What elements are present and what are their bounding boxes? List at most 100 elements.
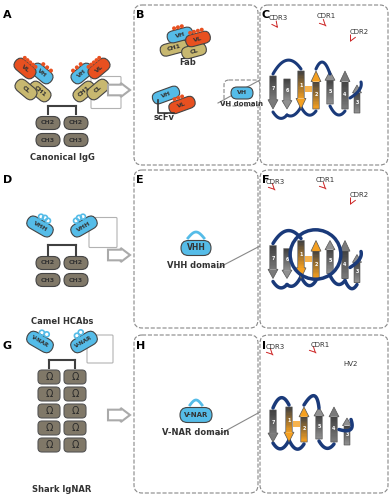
Polygon shape <box>298 86 304 88</box>
Text: C: C <box>262 10 270 20</box>
Polygon shape <box>327 103 333 104</box>
Text: D: D <box>3 175 12 185</box>
FancyBboxPatch shape <box>31 63 53 84</box>
Polygon shape <box>298 93 304 94</box>
Polygon shape <box>311 240 321 251</box>
Polygon shape <box>270 249 276 250</box>
Polygon shape <box>331 420 337 422</box>
Polygon shape <box>342 268 348 269</box>
Polygon shape <box>286 430 292 431</box>
Polygon shape <box>270 95 276 96</box>
Polygon shape <box>284 82 290 84</box>
Polygon shape <box>316 420 322 422</box>
Polygon shape <box>344 436 350 437</box>
Polygon shape <box>301 420 307 422</box>
Polygon shape <box>327 265 333 266</box>
Polygon shape <box>286 414 292 416</box>
Polygon shape <box>284 248 290 250</box>
Ellipse shape <box>192 30 196 34</box>
Polygon shape <box>313 270 319 272</box>
Polygon shape <box>344 437 350 438</box>
Polygon shape <box>316 436 322 438</box>
Polygon shape <box>354 98 360 99</box>
Polygon shape <box>313 251 319 252</box>
FancyBboxPatch shape <box>64 116 88 130</box>
Text: Ω: Ω <box>45 389 53 399</box>
Polygon shape <box>270 248 276 249</box>
Polygon shape <box>327 257 333 258</box>
Polygon shape <box>313 256 319 258</box>
Polygon shape <box>270 255 276 256</box>
Polygon shape <box>286 412 292 414</box>
Text: VL: VL <box>193 36 203 43</box>
FancyBboxPatch shape <box>134 335 258 493</box>
FancyBboxPatch shape <box>73 81 95 102</box>
Polygon shape <box>354 103 360 104</box>
Polygon shape <box>286 428 292 430</box>
Polygon shape <box>270 412 276 414</box>
Polygon shape <box>342 101 348 102</box>
Polygon shape <box>298 79 304 80</box>
Polygon shape <box>344 440 350 441</box>
Polygon shape <box>354 264 360 266</box>
Polygon shape <box>286 407 292 408</box>
Polygon shape <box>342 102 348 104</box>
Text: VHH: VHH <box>76 220 92 232</box>
Polygon shape <box>342 255 348 256</box>
Polygon shape <box>293 420 300 426</box>
Polygon shape <box>284 79 290 80</box>
Polygon shape <box>270 86 276 88</box>
FancyBboxPatch shape <box>29 81 51 102</box>
Polygon shape <box>284 81 290 82</box>
Polygon shape <box>270 256 276 258</box>
Polygon shape <box>331 422 337 423</box>
Text: 3: 3 <box>345 432 349 437</box>
Ellipse shape <box>180 24 184 28</box>
Text: 2: 2 <box>314 92 318 97</box>
Text: Ω: Ω <box>71 440 79 450</box>
FancyBboxPatch shape <box>64 421 86 435</box>
Ellipse shape <box>71 68 75 72</box>
Ellipse shape <box>33 65 37 69</box>
Polygon shape <box>298 94 304 96</box>
Polygon shape <box>298 252 304 253</box>
Polygon shape <box>331 432 337 433</box>
Polygon shape <box>313 255 319 256</box>
Polygon shape <box>270 268 276 270</box>
Polygon shape <box>284 253 290 254</box>
FancyBboxPatch shape <box>26 331 53 353</box>
Polygon shape <box>284 96 290 98</box>
FancyBboxPatch shape <box>36 134 60 146</box>
Polygon shape <box>342 94 348 96</box>
Text: VH: VH <box>174 32 186 38</box>
Polygon shape <box>316 424 322 425</box>
Polygon shape <box>313 100 319 101</box>
Polygon shape <box>327 271 333 272</box>
Polygon shape <box>286 416 292 417</box>
FancyBboxPatch shape <box>38 438 60 452</box>
Polygon shape <box>270 254 276 255</box>
Text: HV2: HV2 <box>343 361 357 367</box>
Polygon shape <box>354 106 360 107</box>
Polygon shape <box>316 422 322 423</box>
Polygon shape <box>298 242 304 243</box>
Polygon shape <box>108 248 130 262</box>
Polygon shape <box>327 259 333 260</box>
Text: 1: 1 <box>287 418 291 423</box>
Polygon shape <box>354 107 360 108</box>
Polygon shape <box>305 86 312 92</box>
Text: Shark IgNAR: Shark IgNAR <box>32 486 92 494</box>
Polygon shape <box>316 431 322 432</box>
Polygon shape <box>284 269 290 270</box>
Polygon shape <box>327 90 333 91</box>
Polygon shape <box>270 264 276 266</box>
Polygon shape <box>354 268 360 270</box>
Polygon shape <box>352 254 361 262</box>
Polygon shape <box>311 71 321 82</box>
Text: 1: 1 <box>299 252 303 258</box>
Polygon shape <box>327 80 333 82</box>
Polygon shape <box>313 98 319 100</box>
Polygon shape <box>327 266 333 268</box>
Polygon shape <box>316 426 322 428</box>
Ellipse shape <box>31 62 35 66</box>
